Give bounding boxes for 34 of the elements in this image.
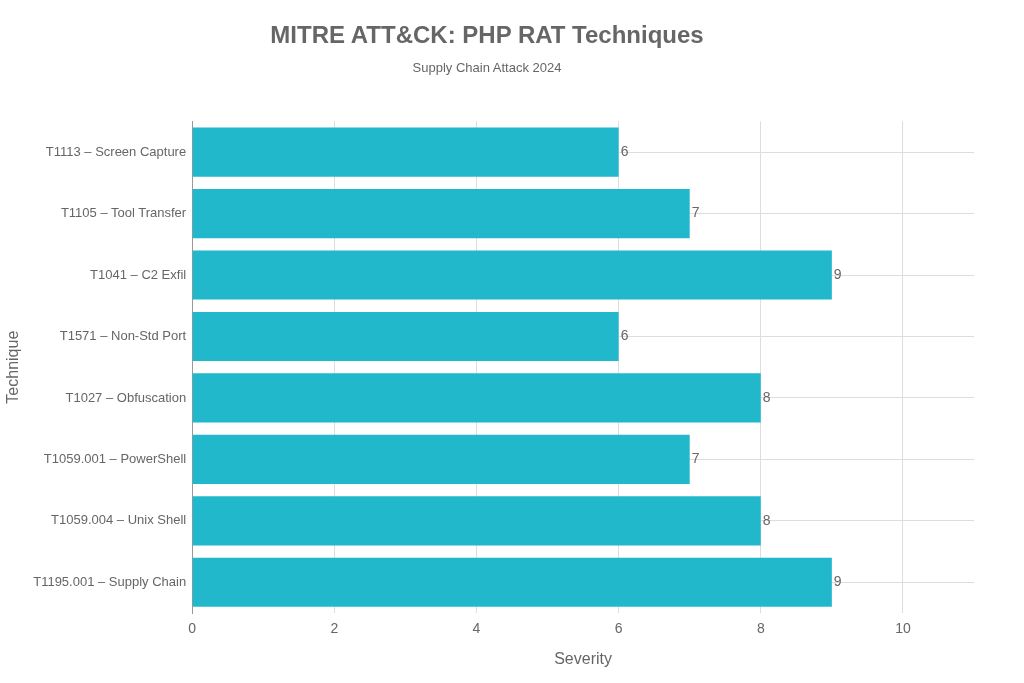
bar bbox=[192, 496, 761, 546]
y-tick-label: T1113 – Screen Capture bbox=[45, 143, 187, 159]
x-axis-title: Severity bbox=[554, 649, 612, 667]
bar bbox=[192, 127, 619, 177]
x-tick-label: 4 bbox=[472, 620, 481, 637]
data-label: 6 bbox=[620, 142, 629, 159]
chart-title: MITRE ATT&CK: PHP RAT Techniques bbox=[270, 21, 704, 49]
data-label: 7 bbox=[691, 450, 700, 467]
x-tick-label: 6 bbox=[614, 620, 623, 637]
bar bbox=[192, 434, 690, 484]
y-tick-label: T1059.001 – PowerShell bbox=[43, 450, 187, 466]
data-label: 8 bbox=[762, 511, 771, 528]
x-tick-label: 0 bbox=[188, 620, 197, 637]
y-tick-label: T1027 – Obfuscation bbox=[65, 389, 187, 405]
y-axis-title: Technique bbox=[4, 330, 22, 404]
bar bbox=[192, 250, 832, 300]
x-tick-label: 8 bbox=[756, 620, 765, 637]
data-label: 6 bbox=[620, 327, 629, 344]
x-tick-label: 10 bbox=[895, 620, 911, 637]
chart-subtitle: Supply Chain Attack 2024 bbox=[412, 60, 562, 76]
y-tick-label: T1041 – C2 Exfil bbox=[90, 266, 187, 282]
bar bbox=[192, 311, 619, 362]
y-tick-label: T1195.001 – Supply Chain bbox=[33, 573, 187, 589]
y-tick-label: T1059.004 – Unix Shell bbox=[51, 512, 187, 528]
data-label: 9 bbox=[833, 265, 842, 282]
y-tick-label: T1105 – Tool Transfer bbox=[60, 205, 187, 221]
y-tick-label: T1571 – Non-Std Port bbox=[59, 328, 187, 344]
bar bbox=[192, 557, 832, 607]
data-label: 9 bbox=[833, 573, 842, 590]
bar bbox=[192, 189, 690, 239]
bar bbox=[192, 373, 761, 423]
data-label: 8 bbox=[762, 388, 771, 405]
x-tick-label: 2 bbox=[330, 620, 339, 637]
data-label: 7 bbox=[691, 204, 700, 221]
